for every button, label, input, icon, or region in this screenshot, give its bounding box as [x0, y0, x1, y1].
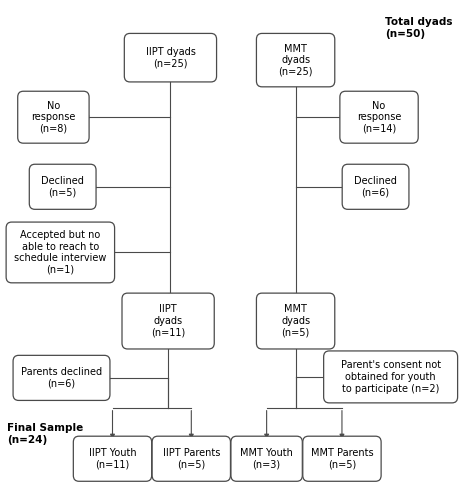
FancyBboxPatch shape — [73, 436, 152, 482]
Text: Parents declined
(n=6): Parents declined (n=6) — [21, 367, 102, 388]
FancyBboxPatch shape — [124, 34, 217, 82]
FancyBboxPatch shape — [303, 436, 381, 482]
FancyBboxPatch shape — [6, 222, 114, 283]
Text: MMT Parents
(n=5): MMT Parents (n=5) — [311, 448, 373, 469]
Text: MMT Youth
(n=3): MMT Youth (n=3) — [240, 448, 293, 469]
FancyBboxPatch shape — [324, 351, 457, 403]
FancyBboxPatch shape — [29, 164, 96, 210]
FancyBboxPatch shape — [152, 436, 230, 482]
Text: Total dyads
(n=50): Total dyads (n=50) — [385, 17, 452, 39]
Text: IIPT Youth
(n=11): IIPT Youth (n=11) — [89, 448, 136, 469]
Text: IIPT dyads
(n=25): IIPT dyads (n=25) — [146, 47, 195, 68]
Text: Declined
(n=6): Declined (n=6) — [354, 176, 397, 198]
Text: No
response
(n=14): No response (n=14) — [357, 100, 401, 134]
Text: IIPT Parents
(n=5): IIPT Parents (n=5) — [163, 448, 220, 469]
FancyBboxPatch shape — [340, 91, 418, 143]
Text: Final Sample
(n=24): Final Sample (n=24) — [7, 423, 83, 444]
Text: MMT
dyads
(n=5): MMT dyads (n=5) — [281, 304, 310, 338]
FancyBboxPatch shape — [122, 293, 214, 349]
Text: Accepted but no
able to reach to
schedule interview
(n=1): Accepted but no able to reach to schedul… — [14, 230, 106, 275]
FancyBboxPatch shape — [18, 91, 89, 143]
FancyBboxPatch shape — [342, 164, 409, 210]
FancyBboxPatch shape — [256, 34, 335, 87]
Text: Declined
(n=5): Declined (n=5) — [41, 176, 84, 198]
Text: IIPT
dyads
(n=11): IIPT dyads (n=11) — [151, 304, 185, 338]
Text: Parent's consent not
obtained for youth
to participate (n=2): Parent's consent not obtained for youth … — [341, 360, 441, 394]
FancyBboxPatch shape — [13, 356, 110, 401]
FancyBboxPatch shape — [256, 293, 335, 349]
Text: MMT
dyads
(n=25): MMT dyads (n=25) — [278, 44, 313, 76]
Text: No
response
(n=8): No response (n=8) — [31, 100, 76, 134]
FancyBboxPatch shape — [231, 436, 302, 482]
